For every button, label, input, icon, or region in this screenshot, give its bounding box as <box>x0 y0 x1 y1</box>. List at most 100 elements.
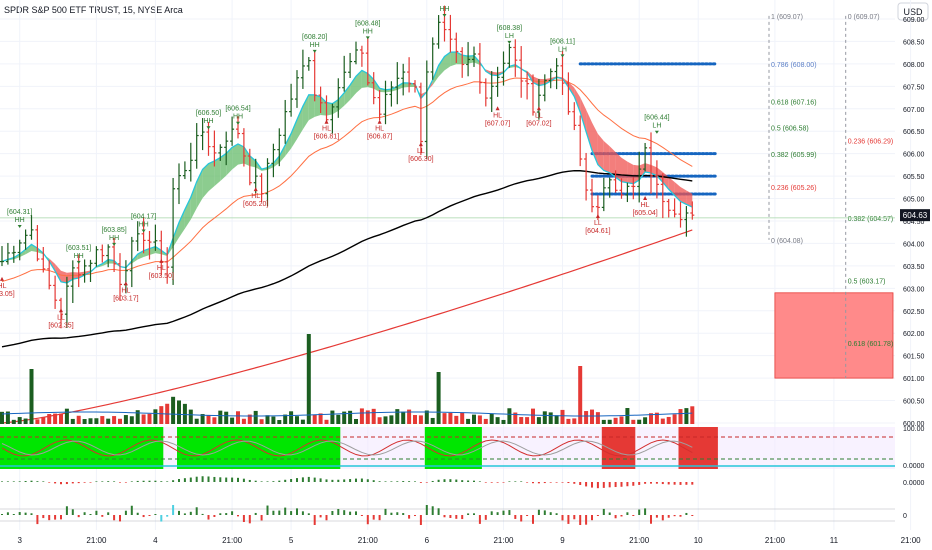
swing-marker <box>112 242 117 246</box>
volume-bar <box>613 417 618 424</box>
hist2-bar <box>154 514 157 515</box>
hist-bar <box>496 482 499 483</box>
hist2-bar <box>89 514 92 515</box>
hist-bar <box>95 481 98 482</box>
cloud-segment <box>273 156 280 168</box>
ma-orange-line <box>1 77 693 283</box>
hist-bar <box>638 482 641 485</box>
volume-bar <box>365 410 370 424</box>
volume-bars <box>0 334 695 424</box>
hist2-bar <box>532 515 534 524</box>
volume-bar <box>123 415 128 424</box>
hist2-bar <box>573 515 576 520</box>
hist-bar <box>502 482 505 483</box>
hist2-bar <box>390 512 393 515</box>
hist2-bar <box>207 515 210 520</box>
volume-bar <box>153 409 158 424</box>
hist2-bar <box>679 515 682 517</box>
price-tick: 605.50 <box>903 174 925 181</box>
swing-price: [608.20] <box>302 34 327 41</box>
hist2-bar <box>396 512 399 515</box>
time-tick: 21:00 <box>493 536 514 545</box>
candles <box>0 5 695 329</box>
hist2-bar <box>502 510 505 515</box>
time-tick: 11 <box>830 536 839 545</box>
swing-marker <box>418 142 423 147</box>
hist-bar <box>319 478 322 482</box>
fib-2-label: 0.382 (604.57) <box>848 216 894 223</box>
swing-marker <box>643 196 648 201</box>
hist2-bar <box>585 515 588 525</box>
hist2-bar <box>667 515 670 518</box>
hist-bar <box>396 481 399 482</box>
swing-marker <box>507 40 512 44</box>
hist2-bar <box>136 512 139 515</box>
cloud-segment <box>279 145 286 163</box>
volume-bar <box>542 411 547 424</box>
volume-bar <box>35 419 40 424</box>
volume-bar <box>200 414 205 424</box>
price-axis[interactable]: 609.00 608.50 608.00 607.50 607.00 606.50 606.… <box>903 17 925 520</box>
price-tick: 606.00 <box>903 152 925 159</box>
hist2-bar <box>107 512 110 515</box>
hist2-bar <box>555 513 558 515</box>
price-tick: 601.50 <box>903 354 925 361</box>
hist2-bar <box>77 515 80 518</box>
swing-price: [604.31] <box>7 209 32 216</box>
swing-kind: HL <box>157 265 166 272</box>
hist-bar <box>650 482 652 484</box>
hist-bar <box>691 482 694 485</box>
hist2-bar <box>614 515 617 519</box>
hist2-bar <box>579 515 582 525</box>
volume-bar <box>194 418 199 424</box>
volume-bar <box>271 416 276 424</box>
volume-bar <box>265 415 270 424</box>
hist2-bar <box>437 508 440 515</box>
hist2-bar <box>6 512 9 515</box>
volume-bar <box>94 418 99 424</box>
hist2-bar <box>60 515 62 520</box>
hist2-bar <box>632 515 635 516</box>
volume-bar <box>336 414 341 424</box>
hist-bar <box>378 481 381 482</box>
volume-bar <box>483 418 488 424</box>
swing-marker <box>536 106 541 111</box>
swing-price: [602.35] <box>48 322 73 329</box>
volume-bar <box>472 414 476 424</box>
histogram2-panel <box>0 505 895 525</box>
swing-marker <box>595 214 600 219</box>
hist-bar <box>661 482 664 485</box>
hist-bar <box>166 481 169 482</box>
swing-marker <box>17 224 22 228</box>
hist2-bar <box>48 515 51 521</box>
currency-button[interactable]: USD <box>897 2 929 21</box>
hist-bar <box>555 482 558 483</box>
swing-marker <box>206 126 211 130</box>
hist2-bar <box>366 515 369 525</box>
hist-bar <box>473 480 475 482</box>
hist2-bar <box>372 515 375 520</box>
hist-bar <box>626 482 629 487</box>
swing-kind: HH <box>15 217 25 224</box>
volume-bar <box>11 419 16 424</box>
hist2-bar <box>496 512 499 515</box>
swing-kind: LL <box>535 112 543 119</box>
volume-bar <box>64 408 69 424</box>
swing-kind: LH <box>558 46 567 53</box>
fib-2-label: 0.618 (601.78) <box>848 341 894 348</box>
hist2-bar <box>419 515 422 525</box>
cloud-segment <box>214 157 221 187</box>
time-axis[interactable]: 3 21:00 4 21:00 5 21:00 6 21:00 9 21:00 10 21:00 11 2… <box>17 536 921 545</box>
hist2-bar <box>455 515 458 519</box>
hist-bar <box>419 482 422 483</box>
volume-bar <box>312 414 317 424</box>
hist2-bar <box>325 515 328 521</box>
swing-price: [603.51] <box>66 245 91 252</box>
cloud-segment <box>61 270 67 283</box>
swing-marker <box>365 36 370 40</box>
fib-levels: 1 (609.07) 0.786 (608.00) 0.618 (607.16) 0.… <box>0 14 895 379</box>
volume-bar <box>5 411 10 424</box>
volume-bar <box>477 415 482 424</box>
hist-bar <box>526 482 529 483</box>
